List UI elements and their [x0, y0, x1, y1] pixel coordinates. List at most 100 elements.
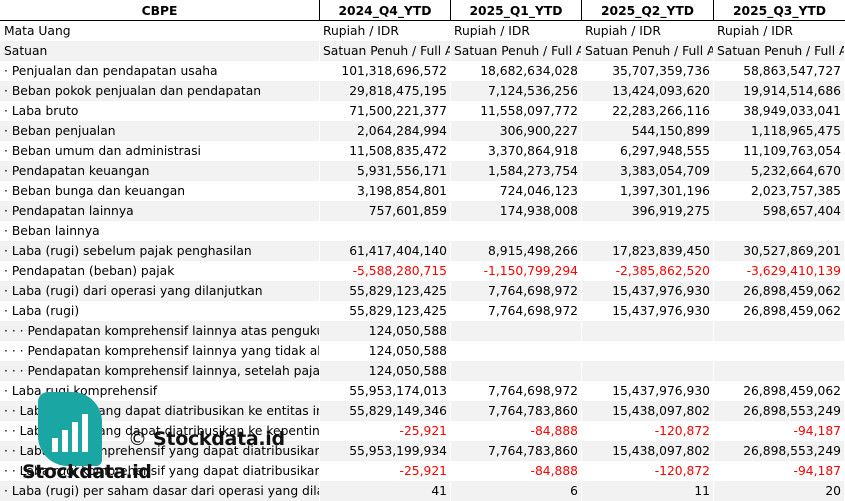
watermark-copyright: © Stockdata.id	[128, 428, 285, 450]
row-label: · Laba (rugi) dari operasi yang dilanjut…	[0, 281, 320, 301]
row-label: · · · Pendapatan komprehensif lainnya, s…	[0, 361, 320, 381]
value-cell: 7,764,783,860	[451, 401, 582, 421]
value-cell: 598,657,404	[714, 201, 845, 221]
header-period: 2025_Q2_YTD	[582, 0, 714, 21]
value-cell: 26,898,553,249	[714, 401, 845, 421]
value-cell	[714, 341, 845, 361]
value-cell: -5,588,280,715	[320, 261, 451, 281]
row-label: · · · Pendapatan komprehensif lainnya ya…	[0, 341, 320, 361]
value-cell: 26,898,459,062	[714, 301, 845, 321]
value-cell: 26,898,553,249	[714, 441, 845, 461]
value-cell: -3,629,410,139	[714, 261, 845, 281]
row-label: · Beban bunga dan keuangan	[0, 181, 320, 201]
value-cell: 1,397,301,196	[582, 181, 714, 201]
value-cell	[582, 341, 714, 361]
row-label: · · Laba rugi komprehensif yang dapat di…	[0, 461, 320, 481]
value-cell	[451, 361, 582, 381]
copyright-symbol: ©	[128, 428, 147, 450]
value-cell: 124,050,588	[320, 341, 451, 361]
value-cell: 757,601,859	[320, 201, 451, 221]
value-cell: -84,888	[451, 421, 582, 441]
cell-unit: Satuan Penuh / Full Amount	[714, 41, 845, 61]
header-period: 2025_Q3_YTD	[714, 0, 845, 21]
value-cell	[451, 341, 582, 361]
header-period: 2024_Q4_YTD	[320, 0, 451, 21]
value-cell: 15,438,097,802	[582, 441, 714, 461]
value-cell: 11,508,835,472	[320, 141, 451, 161]
value-cell: 7,124,536,256	[451, 81, 582, 101]
value-cell: 7,764,783,860	[451, 441, 582, 461]
header-period: 2025_Q1_YTD	[451, 0, 582, 21]
value-cell: -84,888	[451, 461, 582, 481]
row-label: · Beban lainnya	[0, 221, 320, 241]
value-cell: 124,050,588	[320, 361, 451, 381]
value-cell: 17,823,839,450	[582, 241, 714, 261]
value-cell	[714, 321, 845, 341]
value-cell: 18,682,634,028	[451, 61, 582, 81]
value-cell: 11	[582, 481, 714, 501]
value-cell: 58,863,547,727	[714, 61, 845, 81]
value-cell: 38,949,033,041	[714, 101, 845, 121]
value-cell: 11,558,097,772	[451, 101, 582, 121]
value-cell: -2,385,862,520	[582, 261, 714, 281]
value-cell: 2,023,757,385	[714, 181, 845, 201]
bar-chart-logo-icon	[38, 392, 102, 466]
watermark-brand: Stockdata.id	[22, 461, 152, 483]
value-cell: 7,764,698,972	[451, 301, 582, 321]
value-cell: 396,919,275	[582, 201, 714, 221]
value-cell	[582, 221, 714, 241]
value-cell: 30,527,869,201	[714, 241, 845, 261]
value-cell	[714, 361, 845, 381]
value-cell	[582, 321, 714, 341]
value-cell: 71,500,221,377	[320, 101, 451, 121]
cell-unit: Satuan Penuh / Full Amount	[320, 41, 451, 61]
value-cell: 55,829,149,346	[320, 401, 451, 421]
value-cell: 174,938,008	[451, 201, 582, 221]
value-cell: 101,318,696,572	[320, 61, 451, 81]
value-cell: 1,584,273,754	[451, 161, 582, 181]
value-cell	[320, 221, 451, 241]
value-cell: 3,198,854,801	[320, 181, 451, 201]
value-cell: 19,914,514,686	[714, 81, 845, 101]
value-cell: -120,872	[582, 461, 714, 481]
value-cell: 15,438,097,802	[582, 401, 714, 421]
value-cell: 8,915,498,266	[451, 241, 582, 261]
value-cell: -25,921	[320, 461, 451, 481]
row-label: · Pendapatan lainnya	[0, 201, 320, 221]
row-label: · Beban umum dan administrasi	[0, 141, 320, 161]
value-cell	[714, 221, 845, 241]
value-cell: -1,150,799,294	[451, 261, 582, 281]
value-cell: 26,898,459,062	[714, 281, 845, 301]
row-label: · · · Pendapatan komprehensif lainnya at…	[0, 321, 320, 341]
cell-currency: Rupiah / IDR	[320, 21, 451, 41]
copyright-text: Stockdata.id	[153, 428, 285, 450]
value-cell: 15,437,976,930	[582, 301, 714, 321]
row-label: · Pendapatan (beban) pajak	[0, 261, 320, 281]
cell-currency: Rupiah / IDR	[451, 21, 582, 41]
value-cell: 124,050,588	[320, 321, 451, 341]
value-cell: 724,046,123	[451, 181, 582, 201]
value-cell: 55,829,123,425	[320, 301, 451, 321]
row-label: · Laba bruto	[0, 101, 320, 121]
row-label: · Laba (rugi) sebelum pajak penghasilan	[0, 241, 320, 261]
cell-currency: Rupiah / IDR	[582, 21, 714, 41]
value-cell: 7,764,698,972	[451, 381, 582, 401]
value-cell: 55,953,199,934	[320, 441, 451, 461]
row-label: · Beban pokok penjualan dan pendapatan	[0, 81, 320, 101]
value-cell	[451, 321, 582, 341]
value-cell: 26,898,459,062	[714, 381, 845, 401]
value-cell: 55,829,123,425	[320, 281, 451, 301]
cell-unit: Satuan Penuh / Full Amount	[582, 41, 714, 61]
row-label: · Laba (rugi)	[0, 301, 320, 321]
value-cell: 13,424,093,620	[582, 81, 714, 101]
cell-unit: Satuan Penuh / Full Amount	[451, 41, 582, 61]
value-cell	[582, 361, 714, 381]
value-cell: 11,109,763,054	[714, 141, 845, 161]
value-cell: 20	[714, 481, 845, 501]
value-cell: 2,064,284,994	[320, 121, 451, 141]
row-label: · Beban penjualan	[0, 121, 320, 141]
value-cell: 15,437,976,930	[582, 281, 714, 301]
value-cell: 15,437,976,930	[582, 381, 714, 401]
value-cell: 306,900,227	[451, 121, 582, 141]
